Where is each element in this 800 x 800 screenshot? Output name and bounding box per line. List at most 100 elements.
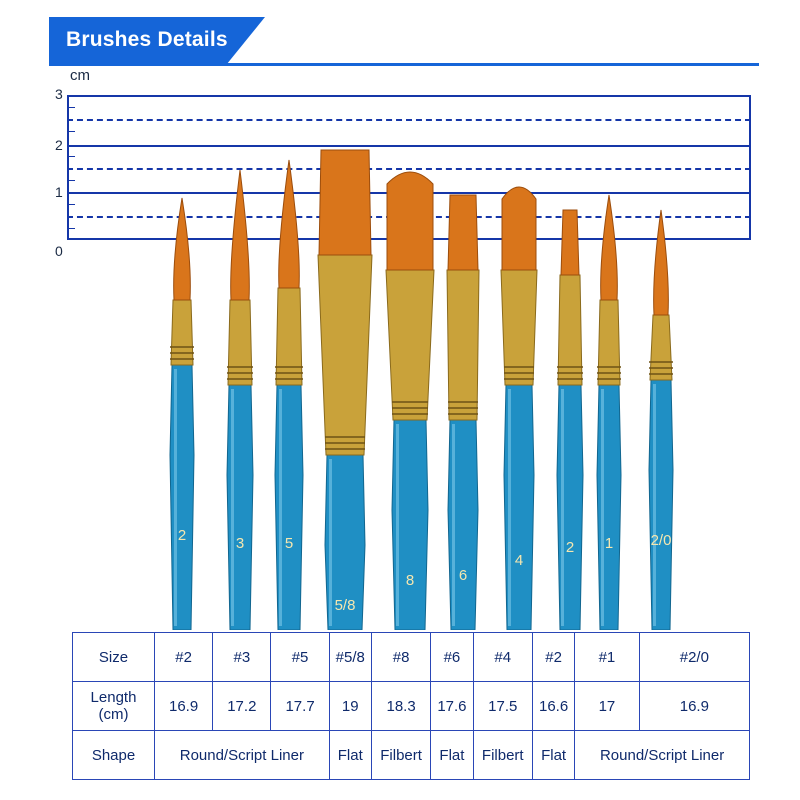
brush-9: 1	[596, 194, 622, 630]
ruler-tick	[67, 228, 75, 229]
size-cell: #2	[532, 632, 576, 682]
size-cell: #5	[270, 632, 330, 682]
length-cell: 17.6	[430, 681, 474, 731]
ruler-label-2: 2	[55, 137, 63, 153]
size-cell: #4	[472, 632, 534, 682]
size-cell: #2	[153, 632, 214, 682]
brush-handle	[556, 384, 584, 630]
shape-cell-round-right: Round/Script Liner	[574, 730, 750, 780]
brush-3: 5	[274, 159, 304, 630]
length-cell: 17.2	[212, 681, 272, 731]
brush-bristles	[386, 171, 434, 271]
brush-size-mark: 5/8	[335, 597, 356, 614]
brush-bristles	[230, 169, 250, 301]
ruler-label-1: 1	[55, 184, 63, 200]
length-cell: 17.7	[270, 681, 330, 731]
ruler-label-0: 0	[55, 243, 63, 259]
brush-bristles	[173, 197, 191, 301]
shape-cell-flat: Flat	[532, 730, 576, 780]
shape-cell-flat: Flat	[430, 730, 474, 780]
brush-10: 2/0	[648, 209, 674, 630]
size-cell: #6	[430, 632, 474, 682]
brush-bristles	[600, 194, 618, 301]
brush-bristles	[278, 159, 300, 289]
brush-handle-highlight	[508, 389, 511, 626]
ruler-dash-1-5	[67, 168, 751, 170]
brush-bristles	[318, 149, 372, 256]
brush-handle-highlight	[653, 384, 656, 626]
ruler-line-2	[67, 145, 751, 147]
size-cell: #3	[212, 632, 272, 682]
brush-size-mark: 3	[236, 535, 244, 552]
size-cell: #8	[370, 632, 432, 682]
size-header: Size	[72, 632, 155, 682]
brush-size-mark: 2	[178, 527, 186, 544]
shape-cell-filbert: Filbert	[370, 730, 432, 780]
brush-bristles	[447, 194, 479, 271]
length-header-line1: Length	[90, 689, 137, 706]
ruler-tick	[67, 204, 75, 205]
size-cell: #5/8	[328, 632, 372, 682]
length-cell: 17.5	[472, 681, 534, 731]
ruler-label-3: 3	[55, 86, 63, 102]
brush-size-mark: 5	[285, 535, 293, 552]
length-cell: 18.3	[370, 681, 432, 731]
brush-bristles	[501, 186, 537, 271]
brush-handle-highlight	[174, 369, 177, 626]
brush-ferrule	[275, 287, 303, 386]
brush-handle-highlight	[561, 389, 564, 626]
length-header-line2: (cm)	[98, 706, 129, 723]
brush-size-mark: 2	[566, 539, 574, 556]
brush-5: 8	[385, 171, 435, 630]
brush-6: 6	[446, 194, 480, 630]
ruler-tick	[67, 180, 75, 181]
brush-handle-highlight	[231, 389, 234, 626]
brush-7: 4	[500, 186, 538, 630]
length-header: Length (cm)	[72, 681, 155, 731]
brush-4: 5/8	[317, 149, 373, 630]
brush-handle	[169, 364, 195, 630]
brush-size-mark: 1	[605, 535, 613, 552]
size-cell: #2/0	[638, 632, 751, 682]
brush-1: 2	[169, 197, 195, 630]
brush-ferrule	[446, 269, 480, 421]
size-cell: #1	[574, 632, 640, 682]
ruler-tick	[67, 156, 75, 157]
brush-handle-highlight	[601, 389, 604, 626]
brush-ferrule	[317, 254, 373, 456]
brush-handle	[226, 384, 254, 630]
brush-handle-highlight	[452, 424, 455, 626]
table-row-shape: Shape Round/Script Liner Flat Filbert Fl…	[72, 730, 750, 780]
brush-handle-highlight	[279, 389, 282, 626]
brush-handle	[596, 384, 622, 630]
length-cell: 19	[328, 681, 372, 731]
brush-bristles	[560, 209, 580, 276]
brush-spec-table: Size #2 #3 #5 #5/8 #8 #6 #4 #2 #1 #2/0 L…	[72, 632, 751, 780]
brush-handle-highlight	[329, 459, 332, 626]
brush-size-mark: 2/0	[651, 532, 672, 549]
shape-cell-flat: Flat	[328, 730, 372, 780]
header-underline	[49, 63, 759, 66]
page-title: Brushes Details	[66, 28, 228, 51]
length-cell: 16.9	[153, 681, 214, 731]
shape-header: Shape	[72, 730, 155, 780]
shape-cell-round-left: Round/Script Liner	[154, 730, 330, 780]
header-bar	[49, 17, 265, 65]
ruler-unit-label: cm	[70, 67, 90, 84]
length-cell: 16.6	[532, 681, 576, 731]
brush-ferrule	[170, 299, 194, 366]
table-row-length: Length (cm) 16.9 17.2 17.7 19 18.3 17.6 …	[72, 681, 751, 731]
brush-ferrule	[385, 269, 435, 421]
ruler-tick	[67, 107, 75, 108]
brush-size-mark: 6	[459, 567, 467, 584]
brush-handle-highlight	[396, 424, 399, 626]
brush-ferrule	[649, 314, 673, 381]
brush-set-illustration: 2 3 5 5/8 8 6 4 2 1 2/0	[169, 149, 674, 630]
length-cell: 16.9	[638, 681, 751, 731]
brush-bristles	[653, 209, 669, 316]
length-cell: 17	[574, 681, 640, 731]
brush-2: 3	[226, 169, 254, 630]
ruler-tick	[67, 131, 75, 132]
brush-handle	[648, 379, 674, 630]
brush-8: 2	[556, 209, 584, 630]
